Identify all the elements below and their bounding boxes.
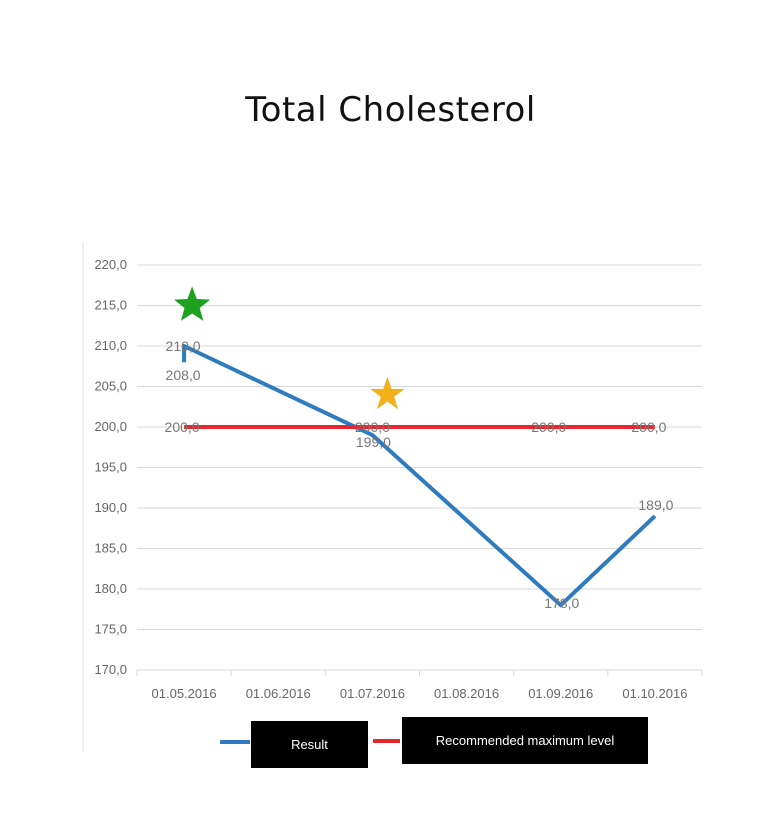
legend-max-label: Recommended maximum level bbox=[402, 717, 648, 764]
x-tick-label: 01.10.2016 bbox=[622, 686, 687, 701]
y-tick-label: 200,0 bbox=[94, 419, 127, 434]
x-tick-label: 01.05.2016 bbox=[152, 686, 217, 701]
green-star-icon bbox=[174, 286, 211, 321]
y-tick-label: 195,0 bbox=[94, 460, 127, 475]
data-label: 200,0 bbox=[355, 419, 390, 435]
y-axis-ticks: 170,0 175,0 180,0 185,0 190,0 195,0 200,0 205,0… bbox=[94, 257, 127, 677]
data-label: 189,0 bbox=[638, 497, 673, 513]
x-tick-label: 01.09.2016 bbox=[528, 686, 593, 701]
data-label: 200,0 bbox=[165, 419, 200, 435]
y-tick-label: 175,0 bbox=[94, 622, 127, 637]
series-group bbox=[182, 344, 657, 608]
yellow-star-icon bbox=[370, 376, 405, 410]
grid bbox=[137, 264, 702, 671]
data-label: 200,0 bbox=[631, 419, 666, 435]
annotations bbox=[174, 286, 405, 410]
data-labels: 208,0 210,0 199,0 178,0 189,0 200,0 200,0 200,0… bbox=[165, 338, 674, 611]
y-tick-label: 220,0 bbox=[94, 257, 127, 272]
y-tick-label: 185,0 bbox=[94, 541, 127, 556]
chart-title: Total Cholesterol bbox=[245, 90, 536, 130]
x-axis-ticks: 01.05.2016 01.06.2016 01.07.2016 01.08.2016… bbox=[136, 670, 703, 701]
data-label: 210,0 bbox=[166, 338, 201, 354]
y-tick-label: 170,0 bbox=[94, 662, 127, 677]
series-line-result bbox=[182, 344, 657, 608]
x-tick-label: 01.08.2016 bbox=[434, 686, 499, 701]
x-tick-label: 01.07.2016 bbox=[340, 686, 405, 701]
legend-result-label: Result bbox=[251, 721, 368, 768]
y-tick-label: 190,0 bbox=[94, 500, 127, 515]
data-label: 178,0 bbox=[544, 595, 579, 611]
data-label: 208,0 bbox=[166, 367, 201, 383]
y-tick-label: 210,0 bbox=[94, 338, 127, 353]
data-label: 199,0 bbox=[356, 434, 391, 450]
data-label: 200,0 bbox=[531, 419, 566, 435]
y-tick-label: 215,0 bbox=[94, 298, 127, 313]
x-tick-label: 01.06.2016 bbox=[246, 686, 311, 701]
y-tick-label: 180,0 bbox=[94, 581, 127, 596]
y-tick-label: 205,0 bbox=[94, 379, 127, 394]
